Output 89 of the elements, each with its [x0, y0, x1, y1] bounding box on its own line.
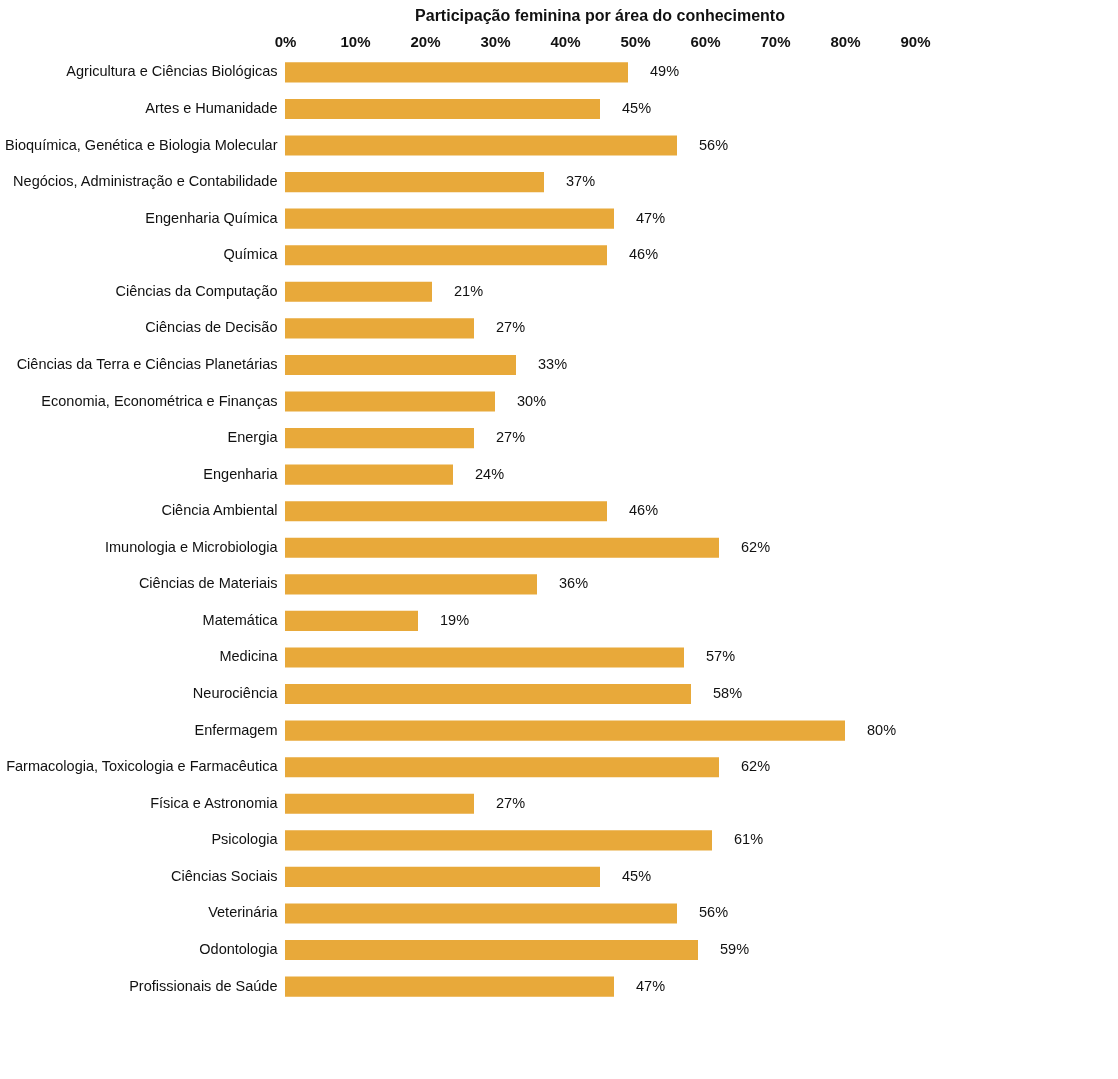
data-label: 30% — [517, 392, 547, 409]
data-label: 80% — [867, 721, 897, 738]
bar — [285, 62, 628, 83]
y-tick-label: Química — [223, 246, 279, 263]
y-tick-label: Engenharia — [203, 465, 279, 482]
data-label: 56% — [699, 136, 729, 153]
x-tick-label: 90% — [900, 32, 931, 50]
y-tick-label: Veterinária — [208, 904, 279, 921]
y-tick-label: Economia, Econométrica e Finanças — [41, 392, 278, 409]
bar — [285, 574, 537, 595]
data-label: 62% — [741, 538, 771, 555]
x-tick-label: 0% — [274, 32, 297, 50]
x-tick-label: 80% — [830, 32, 861, 50]
bar — [285, 281, 432, 302]
data-label: 37% — [566, 173, 596, 190]
data-label: 58% — [713, 685, 743, 702]
data-label: 49% — [650, 63, 680, 80]
data-label: 59% — [720, 941, 750, 958]
x-tick-label: 20% — [410, 32, 441, 50]
data-label: 24% — [475, 465, 505, 482]
bar — [285, 501, 607, 522]
bar — [285, 354, 516, 375]
data-label: 27% — [496, 794, 526, 811]
data-label: 45% — [622, 867, 652, 884]
x-tick-label: 70% — [760, 32, 791, 50]
bar — [285, 318, 474, 339]
data-label: 27% — [496, 319, 526, 336]
y-tick-label: Bioquímica, Genética e Biologia Molecular — [5, 136, 278, 153]
x-tick-label: 10% — [340, 32, 371, 50]
bar — [285, 537, 719, 558]
x-tick-label: 30% — [480, 32, 511, 50]
bar — [285, 464, 453, 485]
y-tick-label: Neurociência — [192, 685, 279, 702]
bar — [285, 903, 677, 924]
data-label: 47% — [636, 977, 666, 994]
y-tick-label: Medicina — [219, 648, 279, 665]
y-tick-label: Ciência Ambiental — [161, 502, 278, 519]
y-tick-label: Física e Astronomia — [150, 794, 279, 811]
y-tick-label: Ciências da Terra e Ciências Planetárias — [16, 355, 278, 372]
y-tick-label: Profissionais de Saúde — [129, 977, 278, 994]
data-label: 36% — [559, 575, 589, 592]
bar — [285, 208, 614, 229]
data-label: 19% — [440, 611, 470, 628]
y-tick-label: Engenharia Química — [145, 209, 279, 226]
y-tick-label: Imunologia e Microbiologia — [105, 538, 279, 555]
x-tick-label: 50% — [620, 32, 651, 50]
bar — [285, 98, 600, 119]
bar — [285, 245, 607, 266]
y-tick-label: Ciências de Materiais — [138, 575, 278, 592]
bar — [285, 647, 684, 668]
data-label: 46% — [629, 502, 659, 519]
data-label: 21% — [454, 282, 484, 299]
bar — [285, 757, 719, 778]
data-label: 47% — [636, 209, 666, 226]
data-label: 62% — [741, 758, 771, 775]
data-label: 33% — [538, 355, 568, 372]
y-tick-label: Ciências Sociais — [171, 867, 278, 884]
chart-title: Participação feminina por área do conhecimento — [415, 7, 786, 24]
y-tick-label: Matemática — [202, 611, 279, 628]
y-tick-label: Enfermagem — [194, 721, 278, 738]
bar — [285, 684, 691, 705]
y-tick-label: Farmacologia, Toxicologia e Farmacêutica — [6, 758, 279, 775]
data-label: 56% — [699, 904, 729, 921]
y-tick-label: Psicologia — [211, 831, 279, 848]
bar — [285, 610, 418, 631]
x-tick-label: 60% — [690, 32, 721, 50]
bar — [285, 976, 614, 997]
data-label: 27% — [496, 429, 526, 446]
x-tick-label: 40% — [550, 32, 581, 50]
data-label: 45% — [622, 99, 652, 116]
bar — [285, 135, 677, 156]
bar — [285, 172, 544, 193]
y-tick-label: Odontologia — [199, 941, 279, 958]
bar — [285, 940, 698, 961]
y-tick-label: Ciências da Computação — [115, 282, 278, 299]
y-tick-label: Negócios, Administração e Contabilidade — [13, 173, 278, 190]
y-tick-label: Artes e Humanidade — [145, 99, 278, 116]
bar — [285, 830, 712, 851]
y-tick-label: Energia — [227, 429, 279, 446]
bar — [285, 428, 474, 449]
y-tick-label: Agricultura e Ciências Biológicas — [66, 63, 278, 80]
bar — [285, 391, 495, 412]
bar — [285, 866, 600, 887]
bar — [285, 793, 474, 814]
y-tick-label: Ciências de Decisão — [145, 319, 278, 336]
data-label: 61% — [734, 831, 764, 848]
data-label: 46% — [629, 246, 659, 263]
data-label: 57% — [706, 648, 736, 665]
bar — [285, 720, 845, 741]
